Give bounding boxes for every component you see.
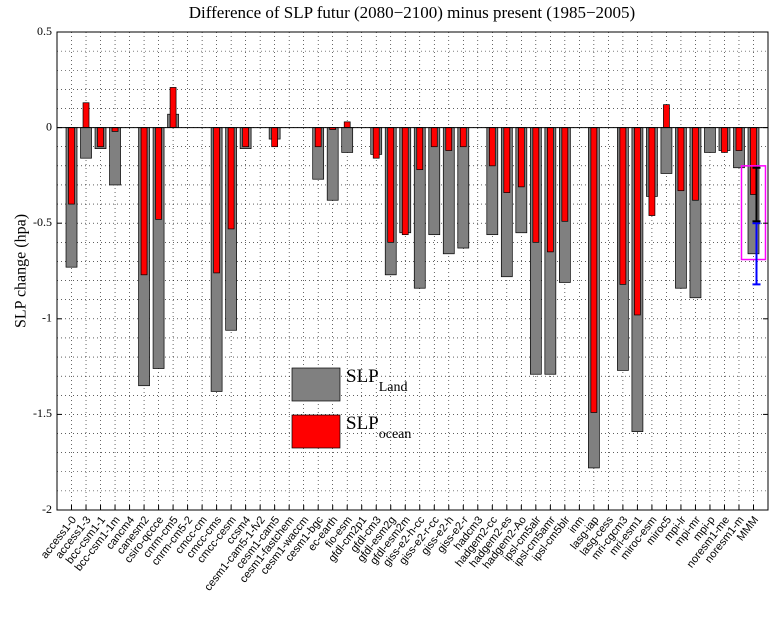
y-axis-label: SLP change (hpa) xyxy=(13,214,30,328)
bar xyxy=(140,127,148,276)
bar xyxy=(401,127,409,236)
bar xyxy=(488,127,496,167)
bar xyxy=(663,104,670,128)
bar xyxy=(692,127,699,201)
legend-name: SLP xyxy=(346,366,379,387)
legend-label: SLPocean xyxy=(346,413,411,442)
legend-label: SLPLand xyxy=(346,366,408,395)
bar xyxy=(430,127,438,148)
bar xyxy=(503,127,511,193)
y-tick-label: -0.5 xyxy=(33,215,52,229)
bar xyxy=(372,127,380,159)
bar xyxy=(634,127,641,316)
bar xyxy=(648,127,656,216)
range-box xyxy=(740,165,767,261)
bar xyxy=(341,127,354,153)
bar xyxy=(155,127,162,220)
legend-subscript: ocean xyxy=(379,427,412,442)
bar xyxy=(213,127,220,274)
chart-title: Difference of SLP futur (2080−2100) minu… xyxy=(189,3,635,22)
bar xyxy=(546,127,554,253)
bar xyxy=(590,127,598,413)
error-bar xyxy=(752,222,761,286)
bar xyxy=(271,127,279,148)
plot-frame xyxy=(56,31,769,511)
bar xyxy=(169,87,177,128)
bar xyxy=(82,102,90,128)
bar xyxy=(459,127,467,148)
bar xyxy=(242,127,249,148)
y-tick-label: -1 xyxy=(42,311,52,325)
legend-name: SLP xyxy=(346,413,379,434)
bar xyxy=(704,127,716,153)
bar xyxy=(721,127,728,153)
bar xyxy=(80,127,92,159)
y-tick-label: 0.5 xyxy=(37,24,52,38)
bar xyxy=(660,127,673,174)
bar xyxy=(314,127,322,148)
bar xyxy=(517,127,525,188)
bar xyxy=(343,121,351,128)
y-tick-label: -2 xyxy=(42,502,52,516)
bar xyxy=(532,127,540,243)
bar xyxy=(111,127,119,132)
bar xyxy=(387,127,395,243)
y-tick-label: -1.5 xyxy=(33,406,52,420)
legend-swatch xyxy=(291,414,341,449)
legend-subscript: Land xyxy=(379,380,408,395)
bar xyxy=(68,127,75,205)
bar xyxy=(735,127,743,151)
bar xyxy=(416,127,424,171)
bar xyxy=(619,127,627,285)
bar xyxy=(677,127,685,192)
bar xyxy=(109,127,121,186)
y-tick-label: 0 xyxy=(46,119,52,133)
bar xyxy=(326,127,339,201)
error-bar xyxy=(752,166,761,223)
bar xyxy=(445,127,453,151)
bar xyxy=(561,127,569,222)
bar xyxy=(227,127,235,230)
bar xyxy=(97,127,104,148)
legend-swatch xyxy=(291,367,341,402)
